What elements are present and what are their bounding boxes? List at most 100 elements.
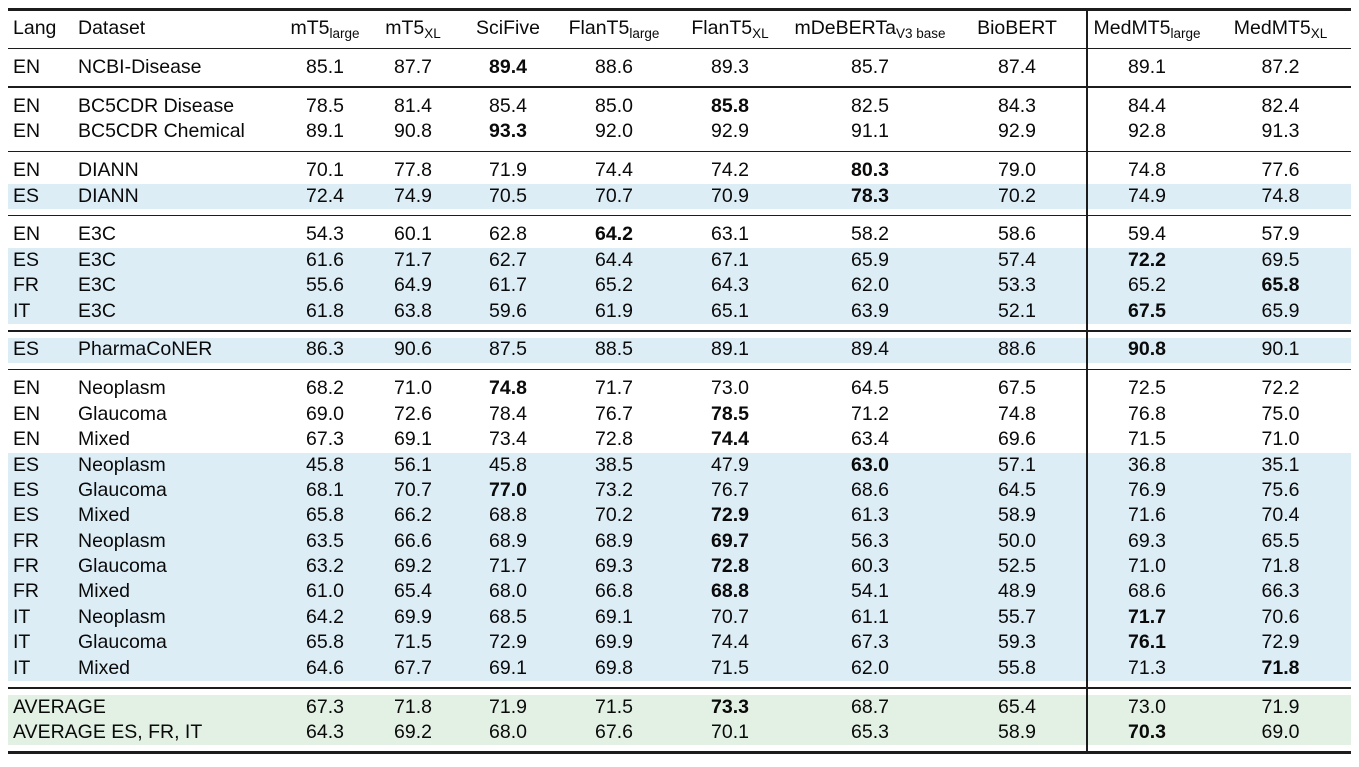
value-cell: 70.2 [595,504,633,527]
section-rule [8,368,1351,371]
value-cell: 71.6 [1128,504,1166,527]
value-cell: 59.4 [1128,223,1166,246]
dataset-cell: Mixed [78,504,131,527]
value-cell: 90.8 [394,120,432,143]
dataset-cell: Neoplasm [78,377,166,400]
value-cell: 88.5 [595,338,633,361]
lang-cell: FR [13,555,39,578]
value-cell: 52.5 [998,555,1036,578]
table-row: EN Glaucoma 69.0 72.6 78.4 76.7 78.5 71.2 74.8 76… [8,402,1351,427]
value-cell: 71.5 [394,631,432,654]
table-row: EN Neoplasm 68.2 71.0 74.8 71.7 73.0 64.5 67.5 72… [8,376,1351,401]
column-header-dataset: Dataset [78,19,282,39]
value-cell: 60.3 [851,555,889,578]
value-cell: 74.8 [1128,159,1166,182]
dataset-cell: BC5CDR Chemical [78,120,245,143]
lang-cell: FR [13,529,39,552]
value-cell: 64.9 [394,274,432,297]
value-cell: 69.6 [998,428,1036,451]
lang-cell: FR [13,274,39,297]
value-cell: 74.2 [711,159,749,182]
value-cell: 55.8 [998,656,1036,679]
value-cell: 65.8 [306,504,344,527]
value-cell: 61.6 [306,248,344,271]
value-cell: 66.6 [394,529,432,552]
value-cell: 60.1 [394,223,432,246]
value-cell: 45.8 [489,453,527,476]
section-rule [8,150,1351,153]
table-row: EN Mixed 67.3 69.1 73.4 72.8 74.4 63.4 69.6 71.5 7… [8,427,1351,452]
lang-cell: IT [13,299,31,322]
column-header-flant5-large: FlanT5large [558,19,670,42]
value-cell: 73.0 [1128,695,1166,718]
table-row: IT E3C 61.8 63.8 59.6 61.9 65.1 63.9 52.1 67.5 65.… [8,298,1351,325]
value-cell: 88.6 [998,338,1036,361]
value-cell: 71.8 [1261,656,1300,679]
value-cell: 65.9 [851,248,889,271]
column-subscript: large [629,26,660,42]
lang-cell: ES [13,453,40,476]
section-rule [8,330,1351,332]
value-cell: 79.0 [998,159,1036,182]
value-cell: 69.5 [1261,248,1300,271]
value-cell: 69.1 [489,656,527,679]
value-cell: 68.5 [489,605,527,628]
value-cell: 92.8 [1128,120,1166,143]
value-cell: 71.7 [595,377,633,400]
column-divider [1086,10,1088,754]
value-cell: 63.1 [711,223,749,246]
value-cell: 70.9 [711,184,749,207]
value-cell: 65.1 [711,299,749,322]
value-cell: 62.0 [851,656,889,679]
value-cell: 72.8 [711,555,749,578]
value-cell: 56.3 [851,529,889,552]
dataset-cell: DIANN [78,159,139,182]
lang-cell: IT [13,656,31,679]
table-row: ES DIANN 72.4 74.9 70.5 70.7 70.9 78.3 70.2 74.9 7… [8,183,1351,209]
value-cell: 68.6 [1128,580,1166,603]
value-cell: 85.7 [851,55,889,78]
value-cell: 68.0 [489,580,527,603]
value-cell: 71.0 [394,377,432,400]
value-cell: 63.8 [394,299,432,322]
lang-cell: EN [13,223,41,246]
value-cell: 77.8 [394,159,432,182]
value-cell: 65.4 [998,695,1036,718]
value-cell: 65.8 [306,631,344,654]
column-label: mDeBERTa [794,17,896,40]
value-cell: 74.4 [595,159,633,182]
value-cell: 70.6 [1261,605,1300,628]
dataset-cell: NCBI-Disease [78,55,202,78]
value-cell: 77.6 [1261,159,1300,182]
lang-cell: IT [13,631,31,654]
value-cell: 67.3 [851,631,889,654]
lang-cell: EN [13,428,41,451]
value-cell: 85.1 [306,55,344,78]
value-cell: 74.4 [711,428,749,451]
value-cell: 71.7 [1128,605,1166,628]
value-cell: 69.2 [394,720,432,743]
value-cell: 92.9 [711,120,749,143]
value-cell: 75.0 [1261,402,1300,425]
value-cell: 72.5 [1128,377,1166,400]
value-cell: 71.5 [1128,428,1166,451]
value-cell: 54.3 [306,223,344,246]
value-cell: 74.8 [489,377,527,400]
value-cell: 65.5 [1261,529,1300,552]
value-cell: 63.2 [306,555,344,578]
lang-cell: EN [13,377,41,400]
column-label: Lang [13,17,57,40]
value-cell: 55.6 [306,274,344,297]
table-row: FR E3C 55.6 64.9 61.7 65.2 64.3 62.0 53.3 65.2 65.… [8,273,1351,299]
column-header-lang: Lang [8,19,78,39]
value-cell: 57.9 [1261,223,1300,246]
average-label-cell: AVERAGE ES, FR, IT [13,720,203,743]
dataset-cell: E3C [78,223,116,246]
value-cell: 59.6 [489,299,527,322]
value-cell: 70.1 [306,159,344,182]
value-cell: 58.2 [851,223,889,246]
value-cell: 57.4 [998,248,1036,271]
results-table: Lang Dataset mT5large mT5XL SciFive FlanT5lar… [8,8,1351,754]
value-cell: 78.3 [851,184,889,207]
column-label: SciFive [476,17,540,40]
